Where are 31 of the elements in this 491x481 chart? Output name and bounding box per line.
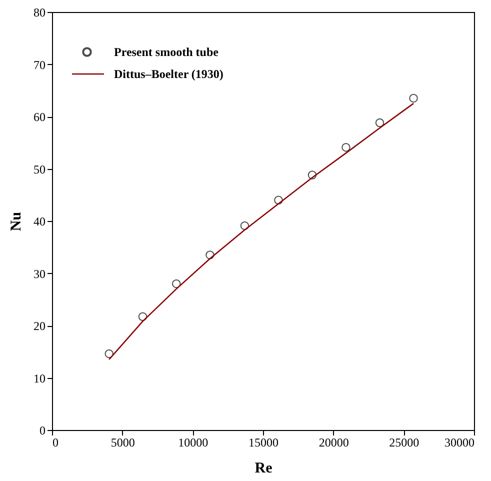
- x-tick-label: 5000: [110, 436, 135, 450]
- y-tick-label: 80: [34, 6, 46, 20]
- y-tick-label: 40: [34, 214, 46, 228]
- x-tick-label: 15000: [248, 436, 278, 450]
- y-tick-label: 30: [34, 266, 46, 281]
- point: [375, 118, 384, 128]
- point: [138, 312, 148, 321]
- x-tick-label: 30000: [444, 436, 474, 450]
- x-tick-label: 20000: [318, 436, 349, 450]
- y-axis-title: Nu: [8, 212, 24, 232]
- line-series: [108, 102, 414, 360]
- point: [409, 94, 418, 103]
- point: [206, 250, 214, 260]
- x-axis-title: Re: [254, 460, 273, 476]
- point: [274, 196, 283, 204]
- legend-label: Present smooth tube: [114, 45, 220, 59]
- point: [342, 142, 350, 152]
- y-tick-label: 70: [34, 58, 46, 72]
- point: [240, 221, 250, 230]
- y-tick-label: 0: [40, 424, 46, 438]
- point: [172, 279, 181, 288]
- point: [104, 349, 114, 358]
- point: [308, 170, 317, 180]
- y-tick-label: 60: [34, 110, 46, 124]
- legend-label: Dittus–Boelter (1930): [114, 67, 224, 81]
- x-tick-label: 0: [52, 436, 58, 450]
- x-tick-label: 25000: [389, 436, 420, 450]
- y-tick-label: 50: [34, 162, 46, 176]
- x-tick-label: 10000: [178, 436, 208, 450]
- y-tick-label: 20: [34, 319, 46, 333]
- y-tick-label: 10: [34, 371, 46, 386]
